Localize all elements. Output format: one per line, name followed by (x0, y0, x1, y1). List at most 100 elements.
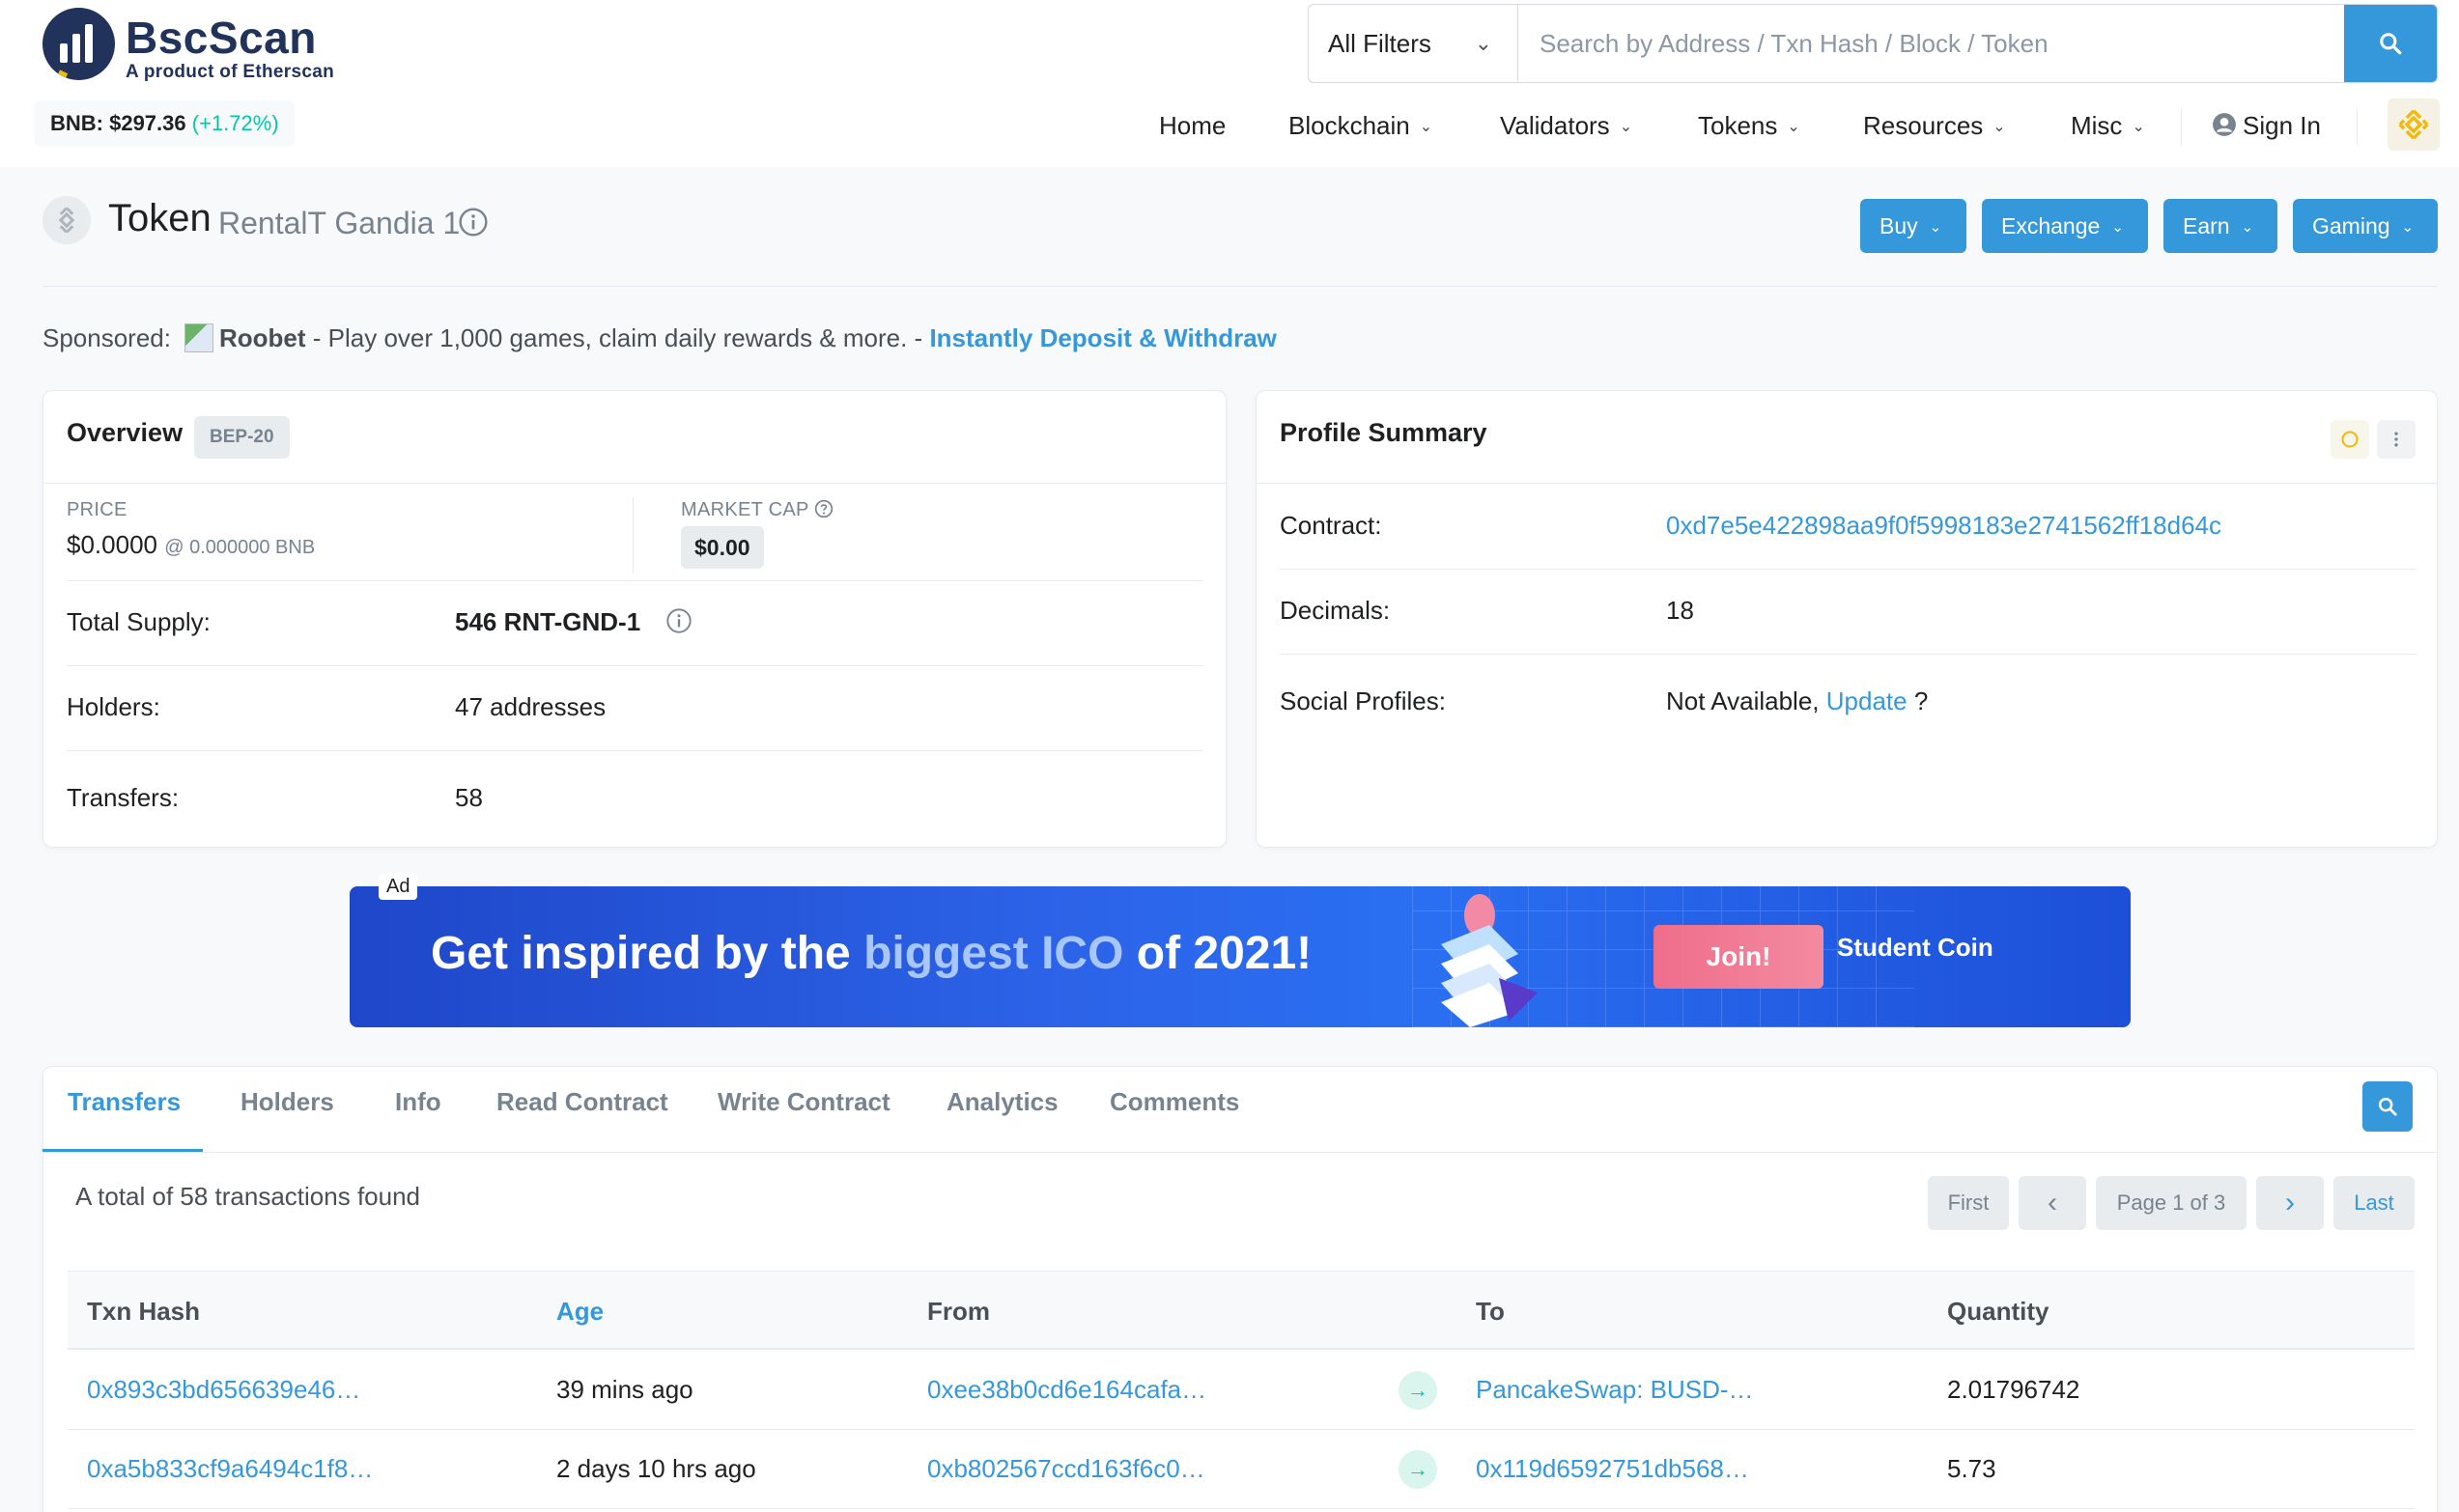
txn-age: 2 days 10 hrs ago (556, 1454, 756, 1483)
ad-brand: Student Coin (1837, 933, 1993, 962)
tab-info[interactable]: Info (395, 1087, 441, 1116)
nav-blockchain-label: Blockchain (1288, 111, 1410, 140)
pagination-prev[interactable]: ‹ (2019, 1176, 2086, 1230)
social-profiles-value: Not Available, Update ? (1666, 686, 1928, 716)
column-txn-hash: Txn Hash (87, 1297, 201, 1326)
bnb-price-badge: BNB: $297.36 (+1.72%) (35, 100, 295, 147)
token-name: RentalT Gandia 1 (218, 206, 461, 240)
overview-title: Overview (67, 418, 184, 447)
token-search-button[interactable] (2362, 1081, 2413, 1132)
column-age[interactable]: Age (556, 1297, 605, 1326)
gaming-button[interactable]: Gaming ⌄ (2293, 199, 2438, 253)
tab-holders[interactable]: Holders (240, 1087, 334, 1116)
info-icon[interactable] (665, 607, 692, 639)
search-icon (2380, 33, 2402, 55)
market-cap-label-text: MARKET CAP (681, 499, 809, 520)
bnb-price: BNB: $297.36 (50, 111, 186, 135)
txn-hash-link[interactable]: 0x893c3bd656639e46… (87, 1375, 361, 1404)
ad-banner[interactable]: Get inspired by the biggest ICO of 2021!… (350, 886, 2131, 1027)
pagination-first[interactable]: First (1928, 1176, 2009, 1230)
from-address-link[interactable]: 0xee38b0cd6e164cafa… (927, 1375, 1207, 1404)
social-profiles-label: Social Profiles: (1280, 686, 1446, 715)
to-address-link[interactable]: 0x119d6592751db568… (1476, 1454, 1749, 1483)
exchange-button-label: Exchange (2001, 213, 2101, 238)
arrow-right-icon: → (1399, 1371, 1437, 1410)
tab-analytics[interactable]: Analytics (947, 1087, 1059, 1116)
gaming-button-label: Gaming (2312, 213, 2390, 238)
buy-button[interactable]: Buy ⌄ (1860, 199, 1966, 253)
txn-hash-link[interactable]: 0xa5b833cf9a6494c1f8… (87, 1454, 374, 1483)
profile-summary-card: Profile Summary Contract: 0xd7e5e422898a… (1256, 390, 2438, 848)
chevron-down-icon: ⌄ (1474, 31, 1492, 55)
column-quantity: Quantity (1947, 1297, 2049, 1326)
bscscan-logo[interactable]: BscScan A product of Etherscan (42, 8, 371, 85)
info-icon[interactable] (458, 207, 489, 242)
chevron-down-icon: ⌄ (2241, 219, 2254, 236)
chevron-down-icon: ⌄ (1787, 119, 1800, 135)
column-to: To (1476, 1297, 1505, 1326)
tab-write-contract[interactable]: Write Contract (718, 1087, 890, 1116)
to-address-link[interactable]: PancakeSwap: BUSD-… (1476, 1375, 1754, 1404)
tab-read-contract[interactable]: Read Contract (496, 1087, 668, 1116)
chevron-down-icon: ⌄ (1619, 119, 1633, 135)
ad-graphic-icon (1441, 894, 1538, 1027)
nav-blockchain[interactable]: Blockchain ⌄ (1288, 104, 1432, 149)
more-vertical-icon (2394, 432, 2398, 447)
chevron-down-icon: ⌄ (2132, 119, 2145, 135)
overview-card-header: Overview BEP-20 (43, 391, 1226, 484)
search-bar: All Filters ⌄ (1308, 4, 2438, 83)
sponsor-brand[interactable]: Roobet (218, 323, 306, 352)
column-from: From (927, 1297, 990, 1326)
pagination-next[interactable]: › (2256, 1176, 2324, 1230)
nav-validators[interactable]: Validators ⌄ (1500, 104, 1632, 149)
more-options-button[interactable] (2377, 420, 2416, 459)
search-button[interactable] (2344, 5, 2437, 82)
sponsored-label: Sponsored: (42, 323, 171, 352)
profile-summary-title: Profile Summary (1280, 418, 1487, 447)
arrow-right-icon: → (1399, 1450, 1437, 1489)
search-filter-select[interactable]: All Filters ⌄ (1309, 5, 1518, 82)
reputation-button[interactable] (2331, 420, 2369, 459)
pagination-last[interactable]: Last (2333, 1176, 2415, 1230)
sponsor-logo-icon (184, 323, 213, 352)
exchange-button[interactable]: Exchange ⌄ (1982, 199, 2148, 253)
ad-headline-part: Get inspired by the (431, 928, 864, 979)
tab-transfers[interactable]: Transfers (68, 1087, 182, 1116)
nav-sign-in[interactable]: Sign In (2212, 104, 2321, 147)
social-profiles-text: Not Available, (1666, 686, 1826, 715)
profile-divider (1280, 654, 2416, 655)
user-icon (2213, 113, 2236, 136)
logo-icon (42, 8, 115, 80)
tab-comments[interactable]: Comments (1110, 1087, 1240, 1116)
nav-misc[interactable]: Misc ⌄ (2071, 104, 2145, 149)
bnb-network-button[interactable] (2388, 98, 2440, 151)
help-icon[interactable] (814, 499, 834, 518)
update-link[interactable]: Update (1825, 686, 1908, 715)
tabs-divider (43, 1152, 2437, 1153)
total-supply-value: 546 RNT-GND-1 (455, 607, 641, 636)
overview-vdivider (633, 497, 634, 573)
from-address-link[interactable]: 0xb802567ccd163f6c0… (927, 1454, 1205, 1483)
earn-button[interactable]: Earn ⌄ (2163, 199, 2277, 253)
holders-label: Holders: (67, 692, 160, 721)
contract-address-link[interactable]: 0xd7e5e422898aa9f0f5998183e2741562ff18d6… (1666, 511, 2221, 540)
price-label: PRICE (67, 499, 127, 520)
chevron-down-icon: ⌄ (1929, 219, 1942, 236)
chevron-down-icon: ⌄ (1419, 119, 1433, 135)
total-supply-label: Total Supply: (67, 607, 211, 636)
overview-divider (67, 750, 1202, 751)
ad-join-button[interactable]: Join! (1653, 925, 1823, 989)
search-input[interactable] (1518, 5, 2345, 82)
nav-resources-label: Resources (1863, 111, 1984, 140)
nav-resources[interactable]: Resources ⌄ (1863, 104, 2006, 149)
nav-home[interactable]: Home (1159, 104, 1226, 147)
sponsor-cta-link[interactable]: Instantly Deposit & Withdraw (929, 323, 1277, 352)
logo-name: BscScan (126, 13, 317, 63)
market-cap-value: $0.00 (681, 526, 764, 569)
nav-tokens[interactable]: Tokens ⌄ (1698, 104, 1800, 149)
txn-quantity: 2.01796742 (1947, 1375, 2080, 1404)
decimals-value: 18 (1666, 596, 1694, 625)
price-usd: $0.0000 (67, 530, 157, 559)
social-profiles-suffix: ? (1907, 686, 1929, 715)
txn-quantity: 5.73 (1947, 1454, 1996, 1483)
